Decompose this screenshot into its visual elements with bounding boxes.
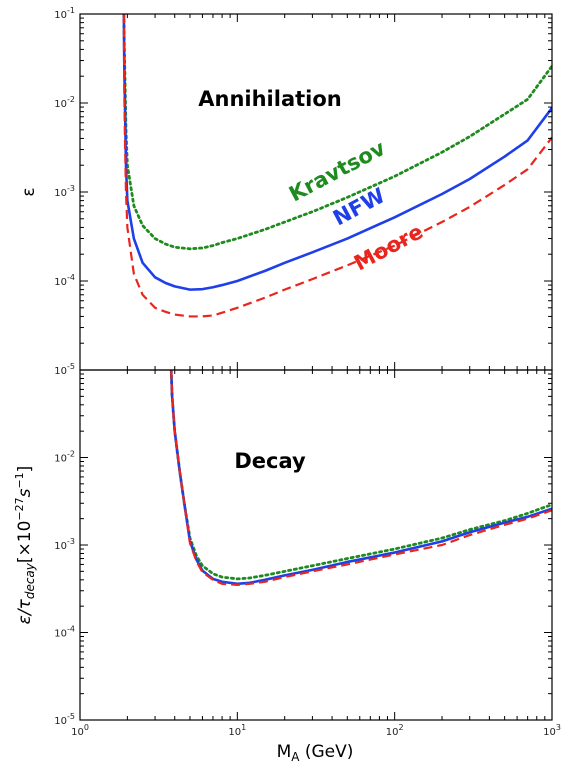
x-tick-label: 102 [386, 723, 404, 738]
y-tick-label: 10-2 [54, 95, 75, 110]
x-tick-exponent: 0 [84, 723, 89, 732]
y-tick-base: 10 [54, 277, 67, 288]
annihilation-ticks [79, 14, 552, 371]
y-tick-exponent: -3 [67, 537, 75, 546]
y-tick-exponent: -5 [67, 712, 75, 721]
y-tick-label: 10-3 [54, 184, 75, 199]
y-tick-base: 10 [54, 99, 67, 110]
decay-title: Decay [234, 449, 306, 473]
ylabel-decay-sub: decay [23, 562, 37, 599]
xlabel-unit: (GeV) [299, 742, 353, 762]
annihilation-y-axis-label: ε [19, 187, 39, 196]
ylabel-bracket: [×10 [15, 521, 35, 564]
y-tick-base: 10 [54, 541, 67, 552]
decay-ticks [79, 370, 552, 721]
decay-moore-curve [170, 370, 552, 586]
x-tick-label: 103 [543, 723, 561, 738]
x-tick-exponent: 3 [556, 723, 561, 732]
ylabel-eps-tau: ε/τ [15, 598, 35, 624]
y-tick-base: 10 [54, 629, 67, 640]
decay-y-axis-label: ε/τdecay[×10−27s−1] [13, 466, 37, 625]
ylabel-exp-27: −27 [13, 497, 26, 520]
annihilation-y-tick-labels: 10-510-410-310-210-1 [54, 6, 75, 377]
x-tick-label: 100 [71, 723, 89, 738]
y-tick-label: 10-1 [54, 6, 75, 21]
y-tick-label: 10-5 [54, 712, 75, 727]
y-tick-label: 10-5 [54, 362, 75, 377]
decay-curves [169, 370, 552, 586]
y-tick-base: 10 [54, 454, 67, 465]
annihilation-title: Annihilation [198, 87, 341, 111]
x-tick-labels: 100 101 102 103 [71, 723, 561, 738]
y-tick-exponent: -4 [67, 273, 75, 282]
y-tick-base: 10 [54, 366, 67, 377]
y-tick-exponent: -1 [67, 6, 75, 15]
x-axis-label: MA (GeV) [277, 742, 354, 763]
x-tick-exponent: 1 [241, 723, 246, 732]
y-tick-exponent: -2 [67, 450, 75, 459]
y-tick-base: 10 [54, 188, 67, 199]
ylabel-s: s [15, 488, 35, 497]
y-tick-exponent: -4 [67, 625, 75, 634]
ylabel-close: ] [15, 466, 35, 473]
y-tick-base: 10 [54, 716, 67, 727]
xlabel-m: M [277, 742, 292, 762]
x-tick-base: 10 [71, 727, 84, 738]
y-tick-label: 10-4 [54, 273, 75, 288]
y-tick-label: 10-2 [54, 450, 75, 465]
ylabel-exp-1: −1 [13, 472, 26, 488]
y-tick-exponent: -3 [67, 184, 75, 193]
annihilation-kravtsov-curve [122, 14, 552, 251]
xlabel-sub: A [291, 750, 300, 763]
annihilation-moore-curve [122, 14, 552, 318]
y-tick-exponent: -5 [67, 362, 75, 371]
decay-y-tick-labels: 10-510-410-310-2 [54, 450, 75, 728]
x-tick-base: 10 [386, 727, 399, 738]
y-tick-exponent: -2 [67, 95, 75, 104]
y-tick-base: 10 [54, 10, 67, 21]
x-tick-label: 101 [228, 723, 246, 738]
x-tick-exponent: 2 [398, 723, 403, 732]
x-tick-base: 10 [228, 727, 241, 738]
y-tick-label: 10-3 [54, 537, 75, 552]
x-tick-base: 10 [543, 727, 556, 738]
y-tick-label: 10-4 [54, 625, 75, 640]
decay-panel: 10-510-410-310-2 Decay ε/τdecay[×10−27s−… [13, 369, 553, 728]
annihilation-curves [122, 14, 552, 318]
